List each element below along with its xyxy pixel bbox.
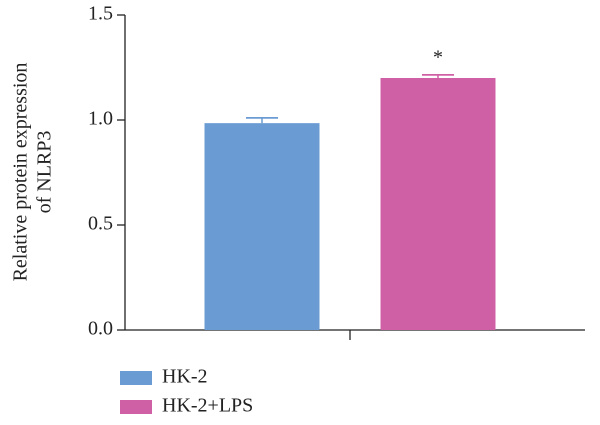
- y-axis-label: Relative protein expression of NLRP3: [10, 63, 56, 282]
- y-tick-label: 0.0: [88, 318, 113, 340]
- y-axis-label-line: of NLRP3: [34, 131, 56, 214]
- y-tick-label: 0.5: [88, 213, 113, 235]
- significance-mark: *: [433, 46, 443, 68]
- y-axis-label-line: Relative protein expression: [10, 63, 32, 282]
- legend-label: HK-2: [162, 366, 208, 388]
- y-tick-label: 1.0: [88, 108, 113, 130]
- legend-swatch: [120, 371, 152, 385]
- y-tick-label: 1.5: [88, 3, 113, 25]
- bar: [380, 78, 496, 330]
- bar: [204, 123, 320, 331]
- legend-label: HK-2+LPS: [162, 395, 253, 417]
- legend-swatch: [120, 400, 152, 414]
